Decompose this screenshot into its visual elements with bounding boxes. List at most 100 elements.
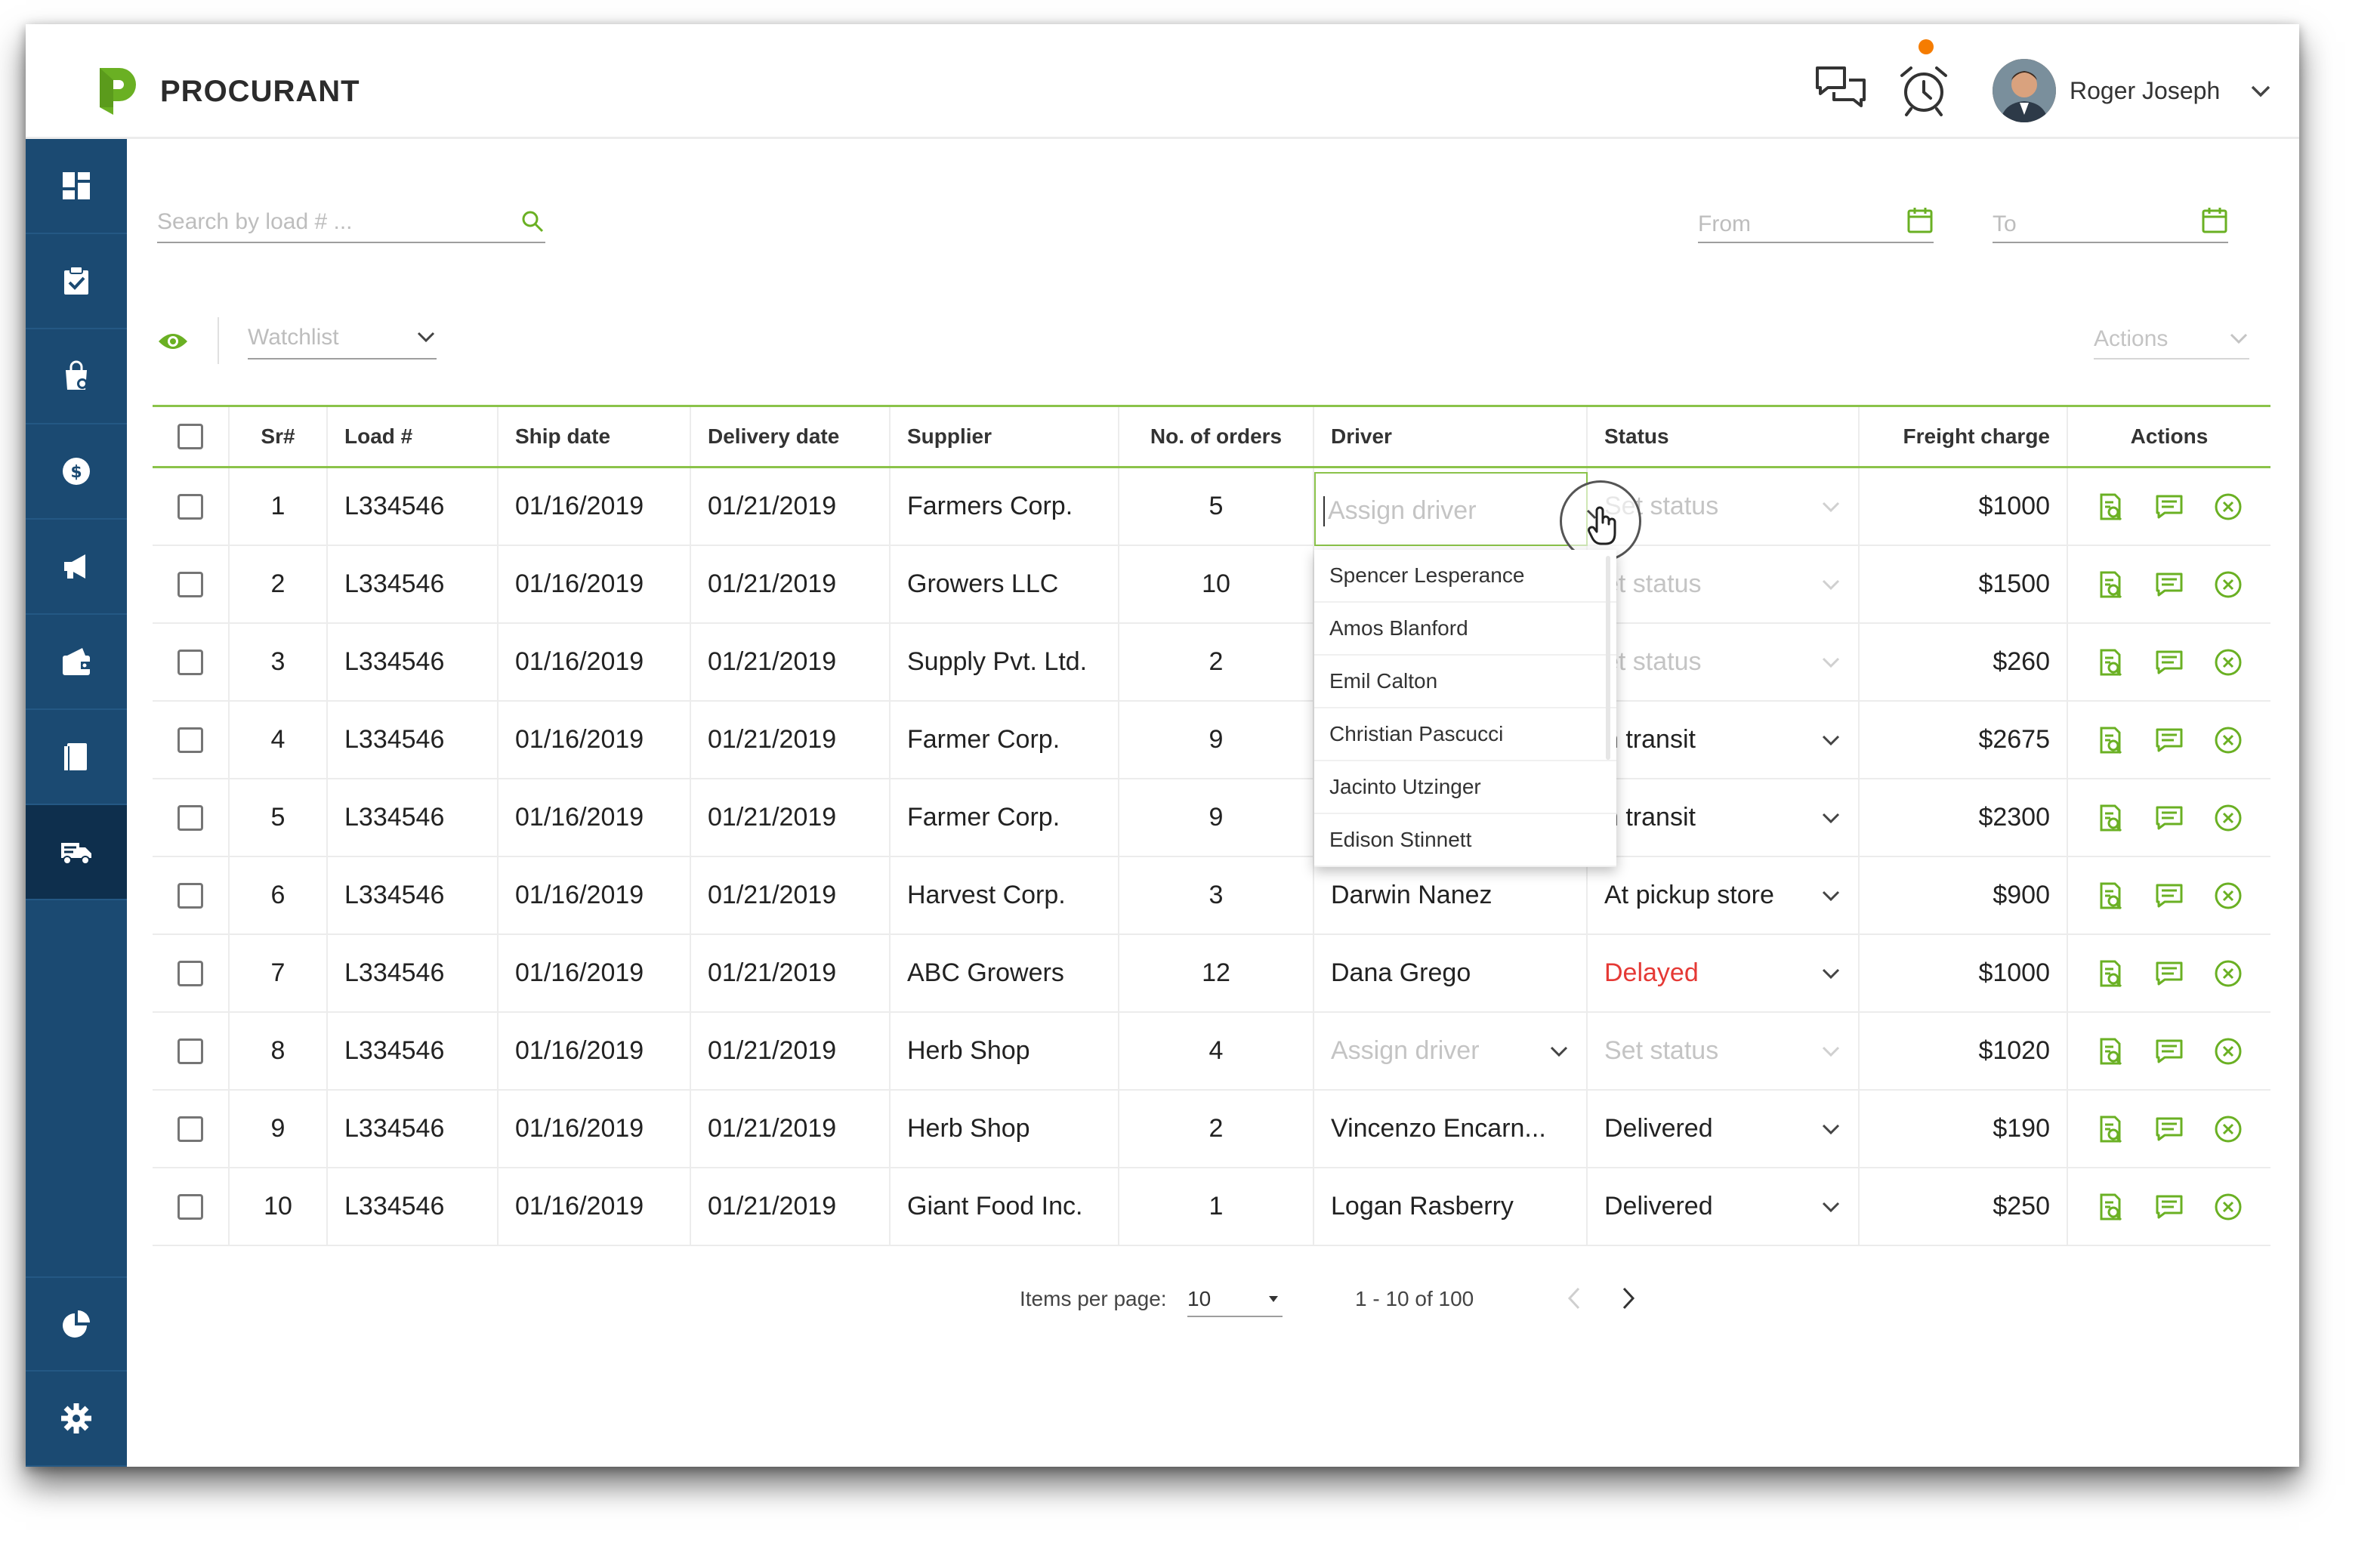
calendar-icon[interactable] <box>1906 205 1934 234</box>
dropdown-scrollbar[interactable] <box>1606 556 1610 760</box>
message-icon[interactable] <box>2154 725 2184 755</box>
chevron-down-icon[interactable] <box>1820 966 1841 981</box>
column-header-sr[interactable]: Sr# <box>230 407 328 466</box>
message-icon[interactable] <box>2154 1192 2184 1222</box>
status-select[interactable]: At pickup store <box>1588 857 1860 934</box>
search-field[interactable] <box>157 205 545 243</box>
table-row[interactable]: 1 L334546 01/16/2019 01/21/2019 Farmers Corp… <box>153 468 2270 546</box>
row-checkbox[interactable] <box>177 1116 203 1142</box>
sidebar-item-reports[interactable] <box>26 1276 127 1372</box>
items-per-page-select[interactable]: 10 <box>1187 1281 1283 1317</box>
chevron-down-icon[interactable] <box>1820 499 1841 514</box>
row-checkbox[interactable] <box>177 1193 203 1220</box>
column-header-delivery-date[interactable]: Delivery date <box>691 407 891 466</box>
column-header-driver[interactable]: Driver <box>1314 407 1588 466</box>
table-row[interactable]: 4 L334546 01/16/2019 01/21/2019 Farmer Corp.… <box>153 702 2270 779</box>
brand[interactable]: PROCURANT <box>94 63 360 119</box>
status-select[interactable]: et status <box>1588 546 1860 622</box>
view-document-icon[interactable] <box>2095 881 2125 911</box>
view-document-icon[interactable] <box>2095 492 2125 522</box>
driver-option[interactable]: Christian Pascucci <box>1314 708 1616 761</box>
driver-select[interactable]: Dana Grego <box>1314 935 1588 1011</box>
sidebar-item-promotions[interactable] <box>26 520 127 615</box>
status-select[interactable]: Delivered <box>1588 1168 1860 1245</box>
search-input[interactable] <box>157 205 489 239</box>
watchlist-select[interactable]: Watchlist <box>248 317 437 360</box>
cancel-circle-icon[interactable] <box>2213 569 2243 600</box>
view-document-icon[interactable] <box>2095 958 2125 989</box>
view-document-icon[interactable] <box>2095 647 2125 677</box>
row-checkbox[interactable] <box>177 804 203 831</box>
status-select[interactable]: Delayed <box>1588 935 1860 1011</box>
driver-option[interactable]: Amos Blanford <box>1314 603 1616 656</box>
cancel-circle-icon[interactable] <box>2213 1192 2243 1222</box>
table-row[interactable]: 7 L334546 01/16/2019 01/21/2019 ABC Growers 1… <box>153 935 2270 1013</box>
sidebar-item-orders[interactable] <box>26 234 127 329</box>
eye-icon[interactable] <box>157 331 189 352</box>
table-row[interactable]: 2 L334546 01/16/2019 01/21/2019 Growers LLC 1… <box>153 546 2270 624</box>
chevron-down-icon[interactable] <box>1820 733 1841 748</box>
user-name[interactable]: Roger Joseph <box>2070 77 2221 104</box>
chevron-down-icon[interactable] <box>1820 888 1841 903</box>
chevron-down-icon[interactable] <box>1548 1044 1570 1059</box>
message-icon[interactable] <box>2154 881 2184 911</box>
row-checkbox[interactable] <box>177 493 203 520</box>
cancel-circle-icon[interactable] <box>2213 1114 2243 1144</box>
sidebar-item-settings[interactable] <box>26 1372 127 1467</box>
driver-select[interactable]: Logan Rasberry <box>1314 1168 1588 1245</box>
row-checkbox[interactable] <box>177 882 203 909</box>
cancel-circle-icon[interactable] <box>2213 881 2243 911</box>
driver-option[interactable]: Jacinto Utzinger <box>1314 761 1616 814</box>
sidebar-item-payments[interactable]: $ <box>26 424 127 520</box>
view-document-icon[interactable] <box>2095 1114 2125 1144</box>
table-row[interactable]: 8 L334546 01/16/2019 01/21/2019 Herb Shop 4 As… <box>153 1013 2270 1091</box>
chevron-down-icon[interactable] <box>1820 1199 1841 1214</box>
driver-select[interactable]: Assign driver <box>1314 1013 1588 1089</box>
cancel-circle-icon[interactable] <box>2213 1036 2243 1066</box>
message-icon[interactable] <box>2154 958 2184 989</box>
table-row[interactable]: 10 L334546 01/16/2019 01/21/2019 Giant Food … <box>153 1168 2270 1246</box>
row-checkbox[interactable] <box>177 649 203 675</box>
sidebar-item-documents[interactable] <box>26 710 127 805</box>
chevron-left-icon[interactable] <box>1567 1285 1582 1311</box>
row-checkbox[interactable] <box>177 960 203 986</box>
driver-select[interactable]: Darwin Nanez <box>1314 857 1588 934</box>
cancel-circle-icon[interactable] <box>2213 492 2243 522</box>
message-icon[interactable] <box>2154 803 2184 833</box>
from-date-field[interactable]: From <box>1698 205 1934 243</box>
view-document-icon[interactable] <box>2095 803 2125 833</box>
sidebar-item-wallet[interactable] <box>26 615 127 710</box>
bulk-actions-select[interactable]: Actions <box>2094 317 2249 360</box>
cancel-circle-icon[interactable] <box>2213 958 2243 989</box>
view-document-icon[interactable] <box>2095 1192 2125 1222</box>
view-document-icon[interactable] <box>2095 725 2125 755</box>
table-row[interactable]: 3 L334546 01/16/2019 01/21/2019 Supply Pvt. … <box>153 624 2270 702</box>
column-header-ship-date[interactable]: Ship date <box>499 407 691 466</box>
avatar[interactable] <box>1993 59 2056 122</box>
chat-bubbles-icon[interactable] <box>1813 62 1869 118</box>
row-checkbox[interactable] <box>177 1038 203 1064</box>
chevron-down-icon[interactable] <box>1820 1044 1841 1059</box>
table-row[interactable]: 9 L334546 01/16/2019 01/21/2019 Herb Shop 2 Vi… <box>153 1091 2270 1168</box>
status-select[interactable]: Set status <box>1588 1013 1860 1089</box>
message-icon[interactable] <box>2154 492 2184 522</box>
message-icon[interactable] <box>2154 1114 2184 1144</box>
message-icon[interactable] <box>2154 1036 2184 1066</box>
column-header-status[interactable]: Status <box>1588 407 1860 466</box>
sidebar-item-logistics[interactable] <box>26 805 127 900</box>
status-select[interactable]: n transit <box>1588 779 1860 856</box>
calendar-icon[interactable] <box>2201 205 2228 234</box>
alarm-clock-icon[interactable] <box>1896 62 1952 118</box>
cancel-circle-icon[interactable] <box>2213 803 2243 833</box>
cancel-circle-icon[interactable] <box>2213 725 2243 755</box>
select-all-checkbox[interactable] <box>177 424 203 449</box>
chevron-down-icon[interactable] <box>1820 655 1841 670</box>
driver-select[interactable]: Vincenzo Encarn... <box>1314 1091 1588 1167</box>
chevron-down-icon[interactable] <box>1820 1122 1841 1137</box>
cancel-circle-icon[interactable] <box>2213 647 2243 677</box>
column-header-load[interactable]: Load # <box>328 407 499 466</box>
driver-option[interactable]: Edison Stinnett <box>1314 814 1616 867</box>
view-document-icon[interactable] <box>2095 569 2125 600</box>
row-checkbox[interactable] <box>177 727 203 753</box>
table-row[interactable]: 6 L334546 01/16/2019 01/21/2019 Harvest Corp… <box>153 857 2270 935</box>
